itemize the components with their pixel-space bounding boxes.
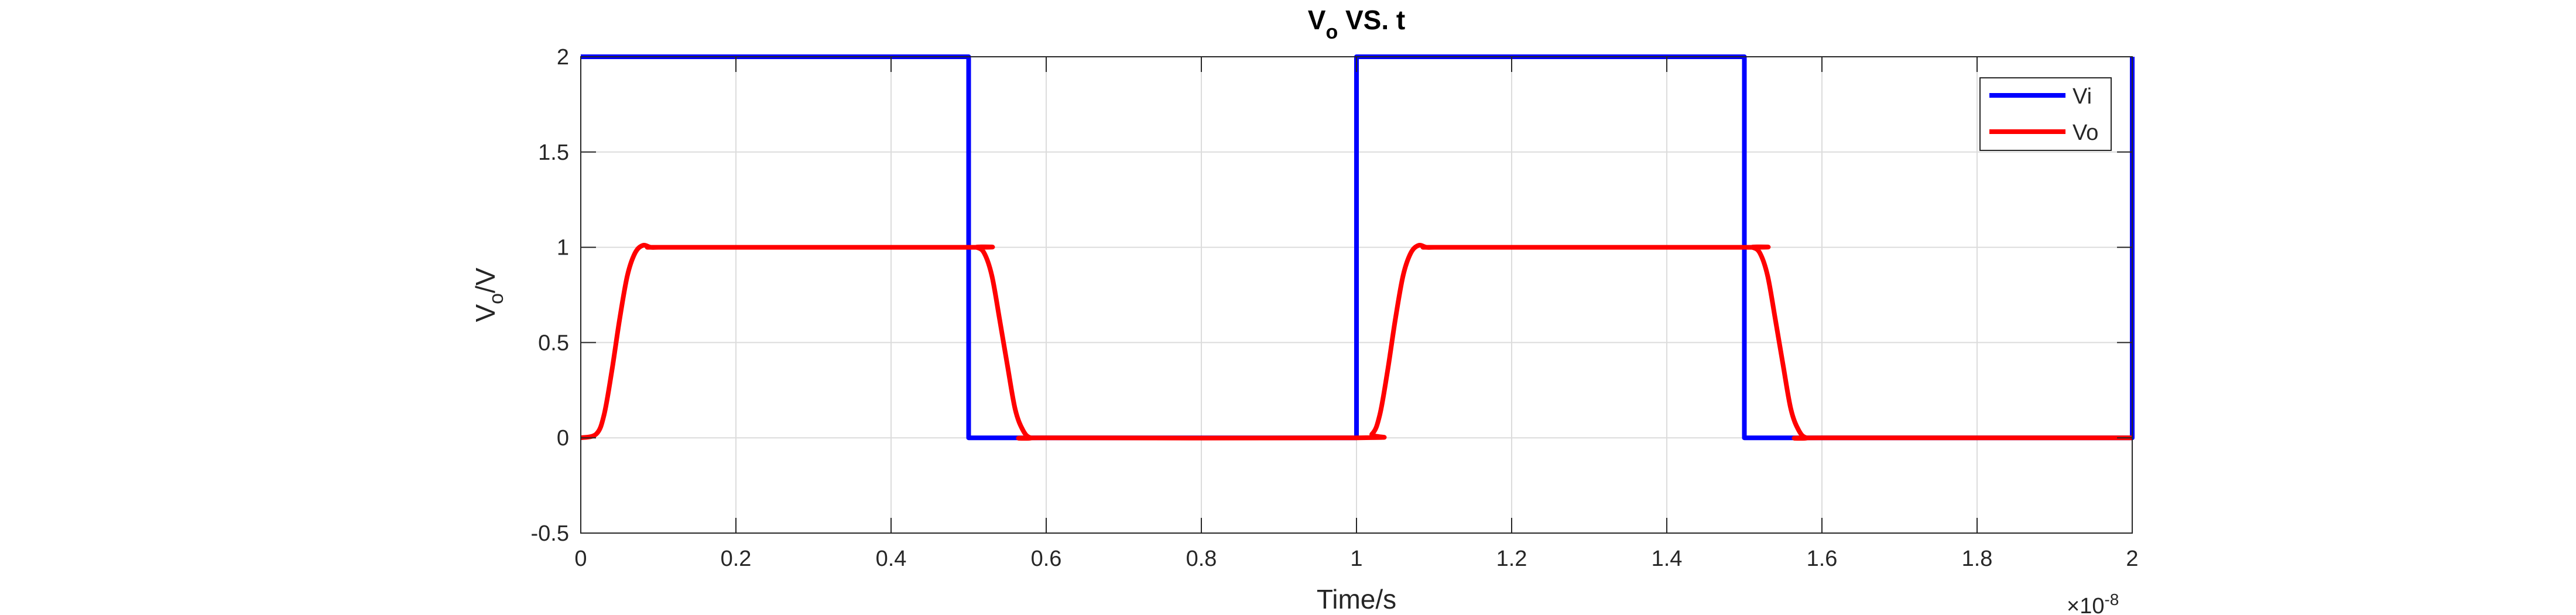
legend: Vi Vo <box>1979 77 2112 151</box>
y-axis-label: Vo/V <box>470 267 508 322</box>
x-tick-label: 1.8 <box>1962 547 1993 571</box>
chart-title-subscript: o <box>1325 21 1338 43</box>
x-tick-label: 1.6 <box>1807 547 1838 571</box>
x-tick-label: 1.2 <box>1496 547 1527 571</box>
x-axis-ticks: 0 0.2 0.4 0.6 0.8 1 1.2 1.4 1.6 1.8 2 <box>574 57 2139 571</box>
legend-label-vo: Vo <box>2073 121 2098 145</box>
y-tick-label: 0.5 <box>538 331 569 355</box>
x-axis-exponent-power: -8 <box>2104 590 2119 609</box>
x-axis-exponent: ×10-8 <box>2067 590 2119 615</box>
x-tick-label: 0 <box>574 547 587 571</box>
x-tick-label: 2 <box>2126 547 2138 571</box>
legend-label-vi: Vi <box>2073 84 2092 109</box>
y-axis-label-rest: /V <box>470 267 501 293</box>
x-tick-label: 0.2 <box>721 547 752 571</box>
y-tick-label: -0.5 <box>531 521 569 546</box>
legend-box <box>1979 77 2112 151</box>
y-axis-ticks: -0.5 0 0.5 1 1.5 2 <box>531 45 2132 546</box>
y-tick-label: 1 <box>557 236 569 260</box>
chart-title-main: V <box>1308 5 1326 35</box>
chart-title-rest: VS. t <box>1338 5 1405 35</box>
series-line-vo <box>580 243 2132 441</box>
x-tick-label: 0.6 <box>1031 547 1062 571</box>
x-tick-label: 0.4 <box>876 547 907 571</box>
x-tick-label: 1.4 <box>1652 547 1683 571</box>
y-tick-label: 1.5 <box>538 140 569 165</box>
x-tick-label: 0.8 <box>1186 547 1217 571</box>
y-axis-label-subscript: o <box>485 293 508 304</box>
x-axis-exponent-base: ×10 <box>2067 594 2104 615</box>
chart-title: Vo VS. t <box>1308 5 1406 43</box>
y-axis-label-main: V <box>470 304 501 322</box>
x-axis-label: Time/s <box>1317 584 1396 614</box>
y-tick-label: 2 <box>557 45 569 70</box>
y-tick-label: 0 <box>557 426 569 451</box>
x-tick-label: 1 <box>1350 547 1362 571</box>
